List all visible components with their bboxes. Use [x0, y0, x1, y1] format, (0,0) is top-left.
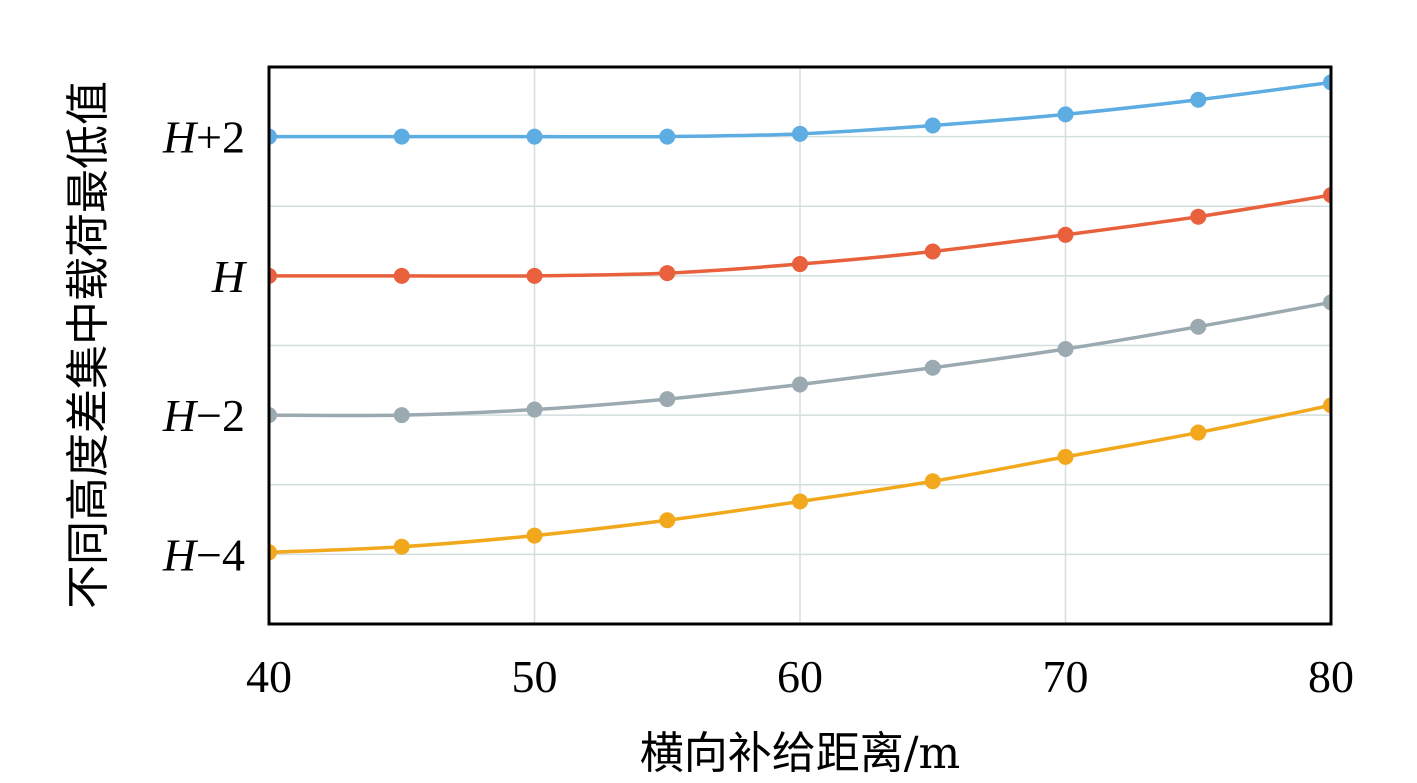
data-point-h_minus_4-70: [1057, 448, 1074, 465]
data-point-h_minus_4-65: [924, 473, 941, 490]
data-point-h_minus_4-75: [1190, 424, 1207, 441]
data-point-h_minus_2-70: [1057, 340, 1074, 357]
x-tick-labels: 40 50 60 70 80: [246, 651, 1354, 702]
x-tick-label: 80: [1308, 651, 1354, 702]
x-tick-label: 60: [777, 651, 823, 702]
y-tick-label: H: [211, 251, 248, 302]
plot-frame: [267, 65, 1333, 626]
data-point-h-80: [1323, 187, 1331, 204]
data-point-h-55: [659, 265, 676, 282]
series-h_minus_4: [269, 397, 1331, 561]
y-tick-labels: H+2HH−2H−4: [162, 112, 248, 581]
data-point-h_plus_2-60: [792, 125, 808, 142]
grid-lines: [268, 66, 1332, 625]
data-point-h_plus_2-50: [526, 128, 543, 145]
data-point-h_plus_2-40: [269, 128, 277, 145]
data-point-h_plus_2-65: [924, 117, 941, 134]
data-point-h-45: [393, 267, 410, 284]
y-tick-suffix: +2: [196, 112, 245, 163]
data-point-h_plus_2-70: [1057, 106, 1074, 123]
y-tick-prefix: H: [211, 251, 248, 302]
data-point-h-40: [269, 267, 277, 284]
data-point-h_plus_2-75: [1190, 91, 1207, 108]
y-tick-prefix: H: [162, 112, 199, 163]
y-axis-title: 不同高度差集中载荷最低值: [63, 81, 114, 609]
series-layer: [269, 74, 1331, 561]
series-h: [269, 187, 1331, 284]
data-point-h-75: [1190, 208, 1207, 225]
data-point-h-50: [526, 267, 543, 284]
y-tick-suffix: −2: [196, 390, 245, 441]
x-tick-label: 70: [1043, 651, 1089, 702]
data-point-h_minus_2-55: [659, 391, 676, 408]
x-axis-title: 横向补给距离/m: [640, 728, 961, 779]
y-tick-label: H+2: [162, 112, 245, 163]
data-point-h_minus_2-40: [269, 407, 277, 424]
data-point-h_minus_4-60: [792, 493, 808, 510]
series-h_minus_2: [269, 294, 1331, 424]
data-point-h_minus_4-50: [526, 527, 543, 544]
data-point-h_plus_2-80: [1323, 74, 1331, 91]
x-tick-label: 50: [512, 651, 558, 702]
y-tick-prefix: H: [162, 390, 199, 441]
data-point-h-65: [924, 243, 941, 260]
series-h_plus_2: [269, 74, 1331, 145]
data-point-h-60: [792, 256, 808, 273]
data-point-h_plus_2-45: [393, 128, 410, 145]
y-tick-label: H−4: [162, 529, 245, 580]
y-tick-prefix: H: [162, 529, 199, 580]
data-point-h_minus_2-80: [1323, 294, 1331, 311]
data-point-h_minus_2-60: [792, 376, 808, 393]
data-point-h_minus_4-45: [393, 538, 410, 555]
data-point-h_minus_2-45: [393, 407, 410, 424]
y-tick-label: H−2: [162, 390, 245, 441]
data-point-h_minus_2-50: [526, 401, 543, 418]
y-tick-suffix: −4: [196, 529, 245, 580]
data-point-h_minus_4-40: [269, 544, 277, 561]
data-point-h_plus_2-55: [659, 128, 676, 145]
data-point-h_minus_2-75: [1190, 318, 1207, 335]
data-point-h_minus_4-80: [1323, 397, 1331, 414]
x-tick-label: 40: [246, 651, 292, 702]
data-point-h_minus_4-55: [659, 512, 676, 529]
data-point-h_minus_2-65: [924, 359, 941, 376]
data-point-h-70: [1057, 226, 1074, 243]
